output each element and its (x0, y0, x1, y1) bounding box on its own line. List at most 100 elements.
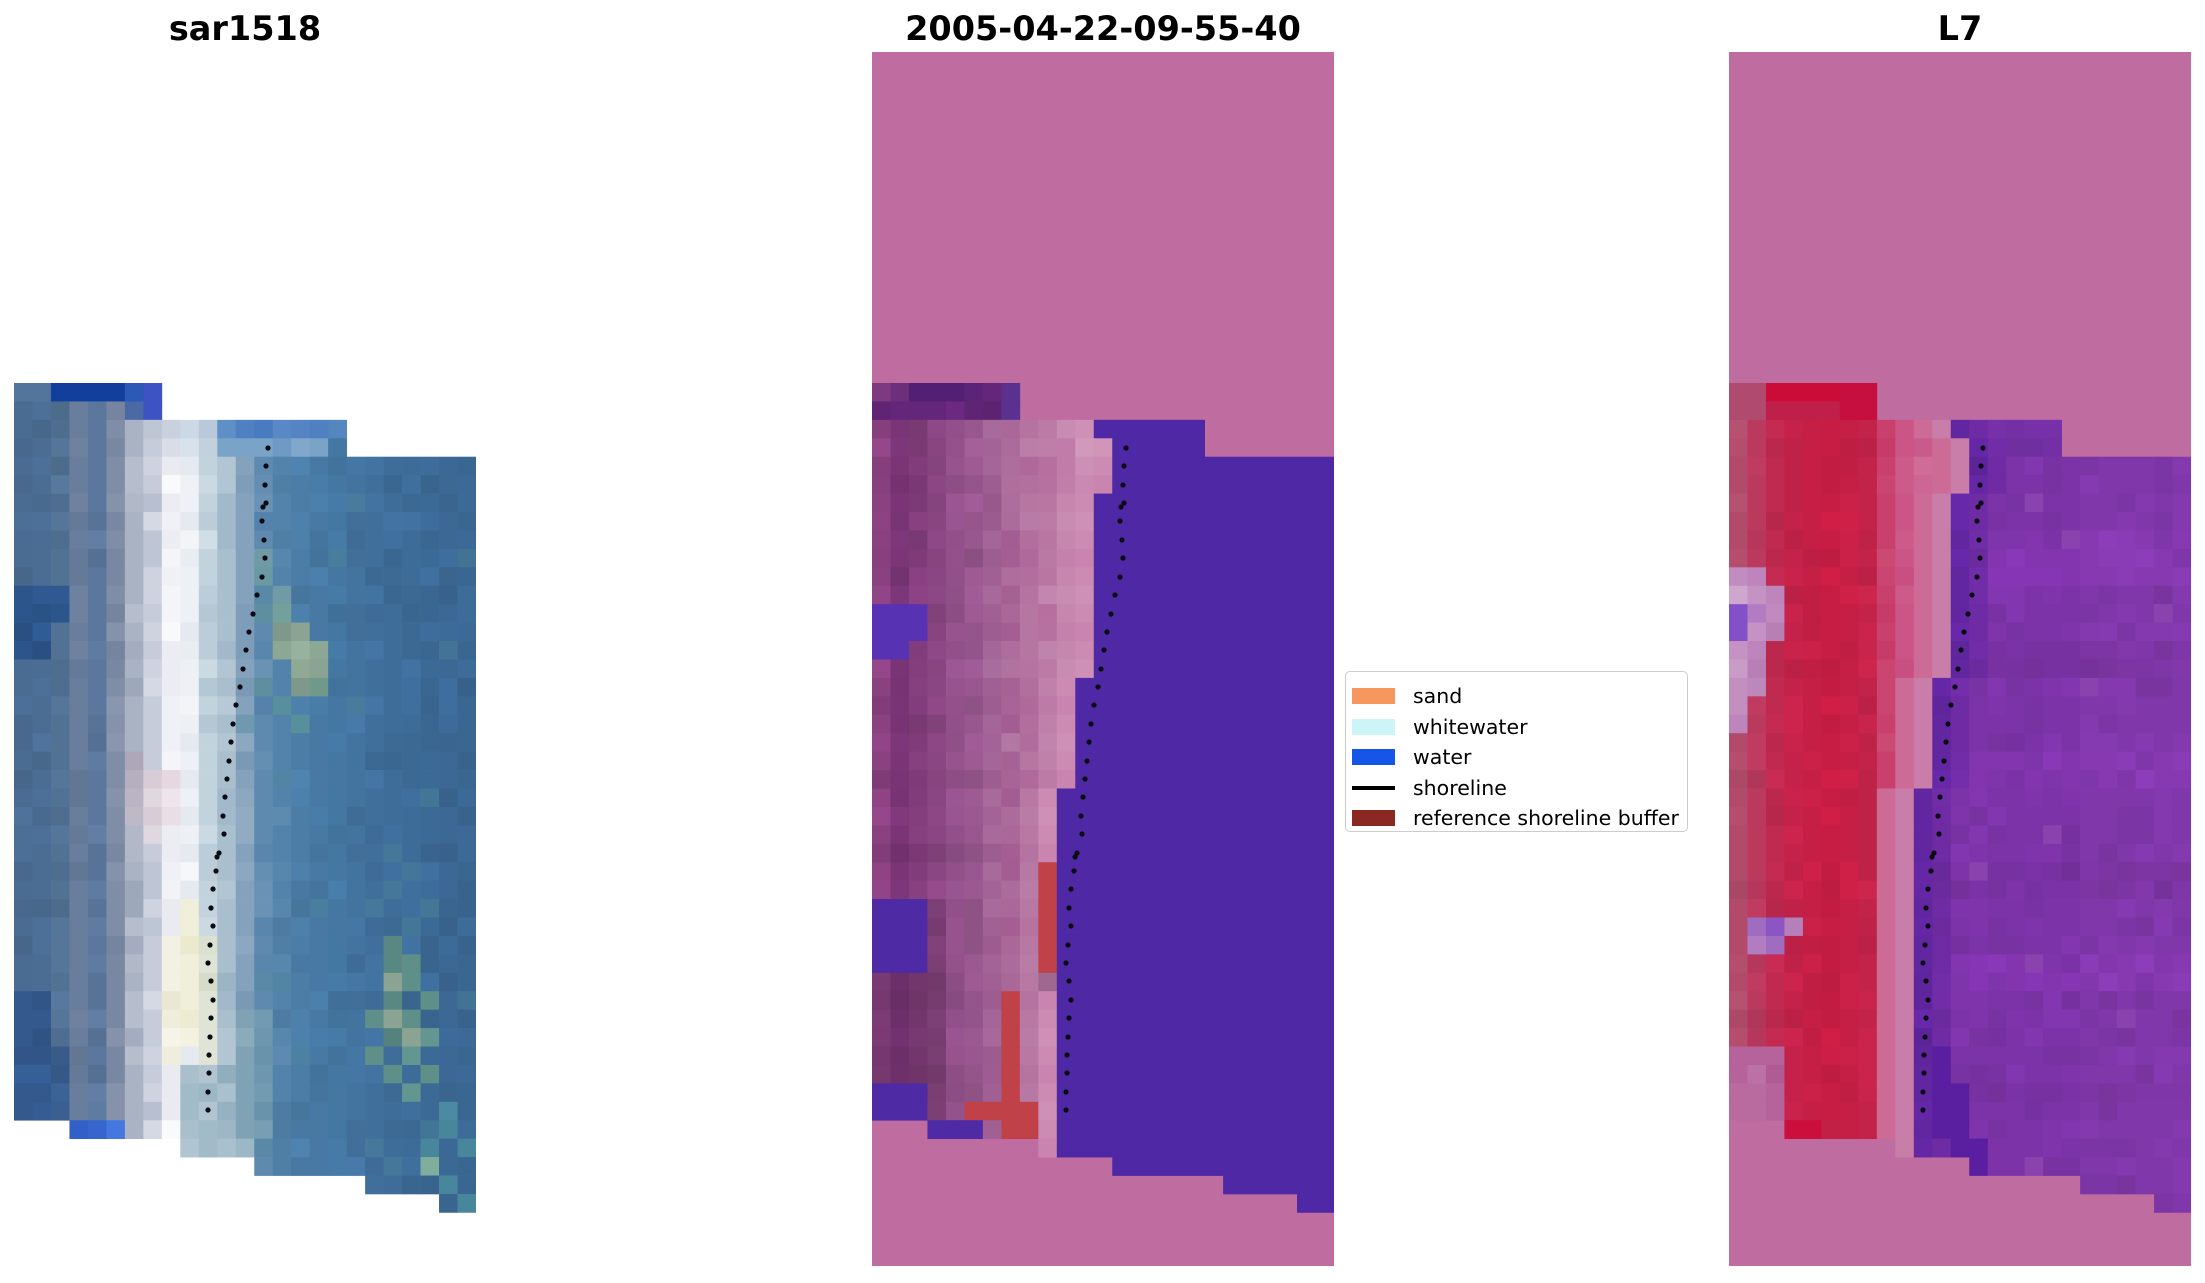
pixel-run (420, 475, 440, 494)
pixel-run (1969, 862, 1989, 881)
pixel-run (106, 419, 126, 439)
pixel-run (217, 641, 237, 660)
pixel-run (291, 493, 311, 513)
pixel-run (1001, 438, 1021, 458)
shoreline-dot (246, 629, 252, 635)
pixel-run (1950, 806, 1970, 826)
pixel-run (927, 1028, 947, 1047)
pixel-run (2154, 1046, 2191, 1066)
pixel-run (908, 1009, 928, 1029)
pixel-run (890, 991, 910, 1011)
pixel-run (1019, 991, 1039, 1011)
pixel-run (198, 880, 218, 900)
pixel-run (2135, 917, 2155, 937)
pixel-run (291, 456, 311, 476)
pixel-run (2006, 696, 2026, 716)
pixel-run (908, 880, 928, 900)
pixel-run (106, 585, 126, 605)
pixel-run (2135, 696, 2191, 716)
pixel-run (69, 530, 89, 550)
pixel-run (383, 1175, 403, 1195)
pixel-run (124, 880, 144, 900)
pixel-run (1729, 401, 1767, 421)
pixel-run (291, 733, 311, 752)
pixel-run (1876, 475, 1896, 494)
pixel-run (1987, 954, 2007, 974)
pixel-run (32, 622, 52, 642)
pixel-run (1001, 1028, 1021, 1047)
pixel-run (2172, 806, 2191, 826)
pixel-run (1765, 843, 1785, 863)
pixel-run (328, 677, 347, 697)
pixel-run (2135, 843, 2155, 863)
pixel-run (1821, 696, 1841, 716)
pixel-run (402, 1028, 421, 1047)
pixel-run (872, 456, 891, 476)
pixel-run (309, 419, 329, 439)
pixel-run (1056, 899, 1334, 918)
pixel-run (1784, 475, 1804, 494)
pixel-run (1913, 512, 1933, 531)
pixel-run (1858, 604, 1878, 623)
pixel-run (106, 604, 126, 623)
pixel-run (365, 843, 384, 863)
pixel-run (457, 843, 476, 863)
pixel-run (14, 733, 33, 752)
pixel-run (1913, 622, 1933, 642)
pixel-run (2080, 843, 2099, 863)
pixel-run (1747, 806, 1767, 826)
pixel-run (1932, 1046, 1952, 1066)
pixel-run (2006, 438, 2044, 458)
pixel-run (365, 806, 384, 826)
pixel-run (872, 1046, 891, 1066)
pixel-run (1729, 917, 1748, 937)
pixel-run (14, 714, 33, 734)
shoreline-dot (1925, 923, 1931, 929)
pixel-run (1056, 622, 1076, 642)
pixel-run (1223, 1175, 1334, 1195)
pixel-run (1987, 622, 2007, 642)
pixel-run (309, 1157, 329, 1176)
pixel-run (439, 567, 458, 587)
pixel-run (50, 770, 70, 789)
pixel-run (1821, 935, 1841, 955)
pixel-run (1876, 696, 1896, 716)
pixel-run (124, 696, 144, 716)
pixel-run (2080, 659, 2099, 679)
pixel-run (1038, 419, 1058, 439)
pixel-run (2061, 751, 2081, 771)
pixel-run (439, 972, 458, 992)
pixel-run (890, 659, 910, 679)
pixel-run (1876, 1064, 1896, 1084)
pixel-run (180, 677, 200, 697)
pixel-run (2172, 751, 2191, 771)
pixel-run (291, 419, 311, 439)
pixel-run (1895, 991, 1915, 1011)
pixel-run (32, 770, 52, 789)
pixel-run (2172, 825, 2191, 845)
pixel-run (1784, 899, 1804, 918)
pixel-run (198, 548, 218, 568)
pixel-run (890, 788, 910, 808)
pixel-run (1001, 641, 1021, 660)
pixel-run (964, 1009, 984, 1029)
pixel-run (143, 383, 163, 402)
pixel-run (198, 1138, 218, 1158)
pixel-run (1747, 641, 1767, 660)
pixel-run (272, 843, 292, 863)
pixel-run (161, 972, 181, 992)
pixel-run (1858, 1028, 1878, 1047)
pixel-run (2154, 751, 2173, 771)
pixel-run (346, 512, 366, 531)
pixel-run (383, 714, 403, 734)
pixel-run (1784, 1046, 1804, 1066)
pixel-run (1112, 1157, 1334, 1176)
pixel-run (1987, 917, 2007, 937)
pixel-run (945, 880, 965, 900)
pixel-run (2061, 622, 2081, 642)
pixel-run (2024, 917, 2044, 937)
pixel-run (328, 641, 347, 660)
pixel-run (927, 1083, 947, 1103)
pixel-run (945, 935, 965, 955)
pixel-run (1729, 991, 1748, 1011)
